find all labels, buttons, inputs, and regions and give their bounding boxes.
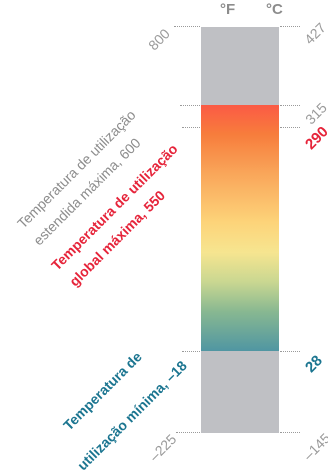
bar-upper-grey-segment <box>201 27 279 105</box>
bar-lower-grey-segment <box>201 351 279 433</box>
fahrenheit-top-value: 800 <box>145 25 173 54</box>
tick-top-left <box>174 26 200 27</box>
tick-global-max-right <box>280 127 300 128</box>
bar-operating-range-gradient <box>201 105 279 351</box>
tick-global-max-left <box>182 127 200 128</box>
min-label-line2: utilização mínima, –18 <box>74 357 190 473</box>
celsius-top-value: 427 <box>301 19 328 48</box>
tick-min-left <box>182 351 200 352</box>
celsius-unit-label: °C <box>266 1 283 18</box>
celsius-bottom-value: –145 <box>300 429 328 464</box>
tick-bottom-left <box>176 432 200 433</box>
celsius-global-max-value: 290 <box>302 123 328 154</box>
fahrenheit-unit-label: °F <box>220 1 236 18</box>
tick-extended-max-right <box>280 105 300 106</box>
tick-bottom-right <box>280 432 300 433</box>
tick-top-right <box>280 26 300 27</box>
tick-min-right <box>280 351 300 352</box>
tick-extended-max-left <box>180 105 200 106</box>
celsius-extended-max-value: 315 <box>302 99 328 128</box>
fahrenheit-bottom-value: –225 <box>146 430 180 465</box>
celsius-min-value: 28 <box>302 352 326 377</box>
